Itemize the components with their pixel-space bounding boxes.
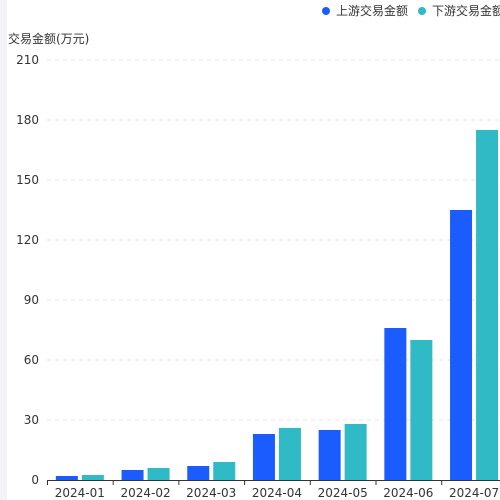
bar-downstream: [213, 462, 236, 480]
legend-dot-upstream: [322, 6, 330, 15]
y-tick-label: 30: [24, 413, 39, 427]
x-tick-label: 2024-06: [383, 486, 433, 500]
y-axis-title: 交易金额(万元): [8, 32, 90, 46]
bar-downstream: [344, 424, 367, 480]
bar-upstream: [121, 470, 144, 480]
bar-downstream: [476, 130, 499, 480]
bar-upstream: [318, 430, 341, 480]
x-tick-label: 2024-07: [449, 486, 499, 500]
legend-label-downstream: 下游交易金额: [432, 4, 500, 18]
bar-downstream: [81, 475, 104, 480]
bar-upstream: [450, 210, 473, 480]
legend-item-downstream[interactable]: 下游交易金额: [418, 2, 500, 19]
y-tick-label: 150: [16, 173, 39, 187]
bar-upstream: [384, 328, 407, 480]
y-tick-label: 90: [24, 293, 39, 307]
bar-upstream: [187, 466, 210, 480]
y-tick-label: 180: [16, 113, 39, 127]
x-tick-label: 2024-02: [120, 486, 170, 500]
legend-item-upstream[interactable]: 上游交易金额: [322, 2, 408, 19]
y-tick-label: 60: [24, 353, 39, 367]
x-tick-label: 2024-01: [55, 486, 105, 500]
bar-downstream: [147, 468, 170, 480]
bar-upstream: [55, 476, 78, 480]
y-tick-label: 0: [31, 473, 39, 487]
x-tick-label: 2024-03: [186, 486, 236, 500]
y-tick-label: 120: [16, 233, 39, 247]
bar-downstream: [410, 340, 433, 480]
y-tick-label: 210: [16, 53, 39, 67]
chart-legend: 上游交易金额 下游交易金额: [322, 2, 500, 19]
bar-upstream: [252, 434, 275, 480]
legend-label-upstream: 上游交易金额: [336, 4, 409, 18]
x-tick-label: 2024-05: [318, 486, 368, 500]
bar-downstream: [278, 428, 301, 480]
left-edge-strip: [0, 0, 7, 500]
legend-dot-downstream: [418, 6, 427, 15]
x-tick-label: 2024-04: [252, 486, 302, 500]
